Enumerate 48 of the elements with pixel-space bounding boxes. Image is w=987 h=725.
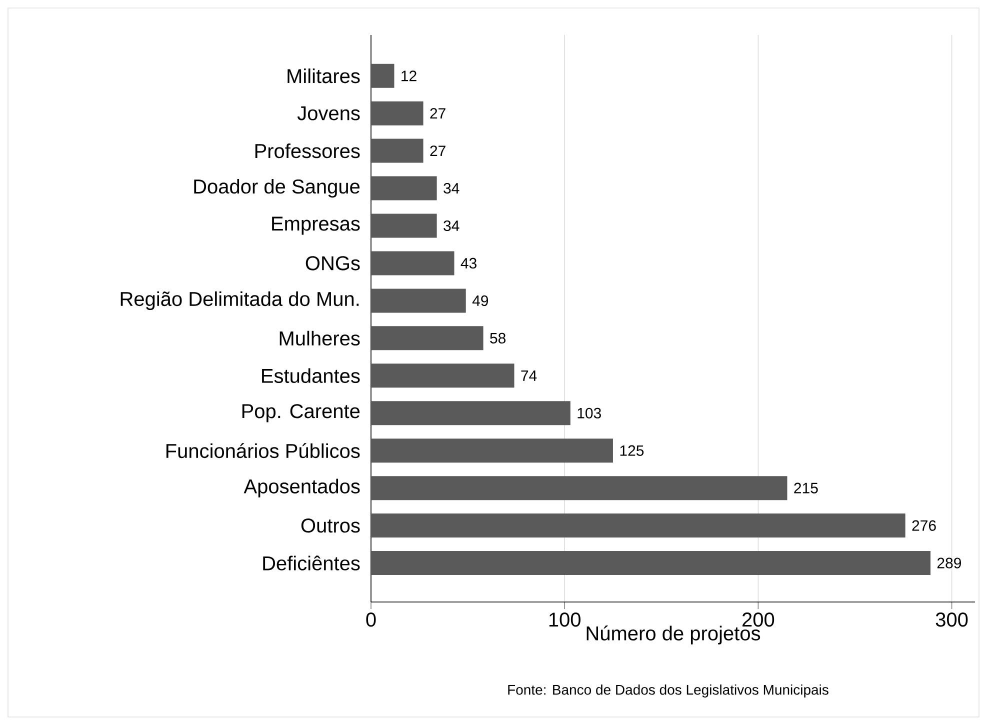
y-tick-label: Funcionários Públicos: [166, 443, 360, 458]
x-tick-label: 300: [936, 612, 968, 627]
bar: [371, 514, 906, 538]
y-tick-label: Deficiêntes: [263, 556, 360, 570]
y-tick-label: Estudantes: [262, 368, 360, 384]
data-label: 34: [444, 220, 460, 232]
y-tick-label: Mulheres: [280, 330, 360, 346]
data-label: 125: [620, 445, 644, 456]
bar: [371, 476, 788, 500]
y-tick-label: Aposentados: [244, 478, 360, 498]
bar: [371, 214, 437, 238]
data-label: 103: [578, 408, 601, 418]
bar: [371, 401, 570, 426]
x-tick-label: 0: [366, 612, 376, 627]
data-label: 34: [444, 182, 460, 194]
y-tick-label: Pop. Carente: [242, 404, 360, 422]
y-tick-label: Doador de Sangue: [194, 178, 360, 198]
data-label: 27: [430, 146, 446, 156]
bar: [371, 138, 424, 163]
bar: [371, 288, 466, 313]
bar: [371, 176, 437, 200]
bar: [371, 101, 424, 126]
bar: [371, 251, 454, 276]
data-label: 74: [521, 370, 537, 381]
data-label: 58: [490, 332, 506, 344]
bar: [371, 326, 484, 350]
y-tick-label: Jovens: [297, 106, 360, 120]
bar: [371, 364, 514, 388]
x-tick-label: 100: [549, 612, 580, 627]
bar: [371, 64, 394, 88]
data-label: 43: [460, 258, 476, 269]
data-label: 276: [912, 520, 936, 531]
source-note: Fonte: Banco de Dados dos Legislativos Municipais: [508, 684, 828, 698]
x-tick-label: 200: [742, 612, 774, 627]
data-label: 49: [472, 295, 488, 306]
y-tick-label: Professores: [255, 143, 360, 158]
x-axis-title: Número de projetos: [586, 626, 760, 644]
bar: [371, 438, 613, 463]
y-tick-label: Empresas: [272, 216, 360, 235]
data-label: 289: [937, 558, 961, 568]
y-tick-label: ONGs: [306, 256, 360, 270]
y-tick-label: Militares: [288, 68, 360, 84]
y-tick-label: Outros: [301, 518, 360, 533]
y-tick-label: Região Delimitada do Mun.: [120, 291, 359, 310]
data-label: 12: [402, 70, 416, 82]
bar: [371, 551, 930, 576]
data-label: 27: [430, 108, 446, 119]
data-label: 215: [794, 482, 818, 494]
